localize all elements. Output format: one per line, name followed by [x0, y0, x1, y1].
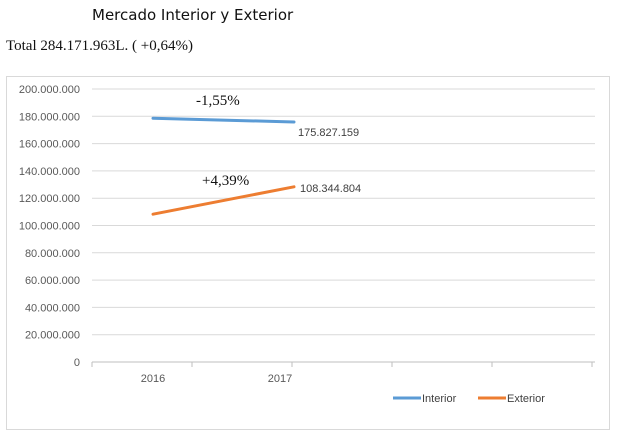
y-tick-label: 180.000.000 [19, 111, 80, 123]
total-subtitle: Total 284.171.963L. ( +0,64%) [6, 38, 193, 54]
chart-title: Mercado Interior y Exterior [92, 6, 294, 24]
legend-label-interior: Interior [422, 393, 457, 405]
y-tick-label: 60.000.000 [25, 275, 80, 287]
y-tick-label: 80.000.000 [25, 248, 80, 260]
x-tick-label: 2017 [268, 373, 292, 385]
y-tick-label: 0 [74, 357, 80, 369]
x-tick-label: 2016 [141, 373, 165, 385]
data-label: 108.344.804 [300, 183, 361, 195]
series-line-interior [151, 116, 296, 124]
y-tick-label: 120.000.000 [19, 193, 80, 205]
y-tick-label: 200.000.000 [19, 84, 80, 96]
y-tick-label: 100.000.000 [19, 221, 80, 233]
data-label: 175.827.159 [298, 127, 359, 139]
legend-label-exterior: Exterior [507, 393, 545, 405]
y-tick-label: 40.000.000 [25, 302, 80, 314]
y-tick-label: 20.000.000 [25, 330, 80, 342]
series-line-exterior [151, 185, 296, 216]
change-annotation: -1,55% [196, 93, 240, 109]
y-tick-label: 160.000.000 [19, 139, 80, 151]
change-annotation: +4,39% [202, 173, 249, 189]
y-tick-label: 140.000.000 [19, 166, 80, 178]
